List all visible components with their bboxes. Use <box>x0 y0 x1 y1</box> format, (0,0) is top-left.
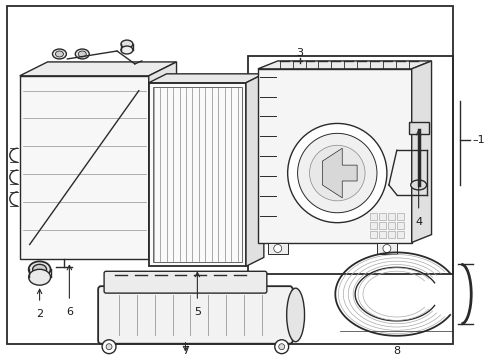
FancyBboxPatch shape <box>104 271 267 293</box>
Circle shape <box>288 123 387 223</box>
Circle shape <box>310 145 365 201</box>
Bar <box>409 122 429 134</box>
Text: 8: 8 <box>393 346 400 356</box>
Circle shape <box>274 244 282 252</box>
Polygon shape <box>258 61 432 69</box>
Ellipse shape <box>29 269 50 285</box>
Bar <box>388 231 395 238</box>
Text: 3: 3 <box>296 48 303 58</box>
Ellipse shape <box>78 51 86 57</box>
Circle shape <box>297 133 377 213</box>
Bar <box>379 231 386 238</box>
Bar <box>370 222 377 229</box>
Text: 4: 4 <box>415 217 422 227</box>
Circle shape <box>102 340 116 354</box>
Polygon shape <box>149 62 176 260</box>
Circle shape <box>279 344 285 350</box>
FancyBboxPatch shape <box>98 286 293 344</box>
Bar <box>388 222 395 229</box>
Polygon shape <box>322 148 357 198</box>
Bar <box>379 213 386 220</box>
Bar <box>153 87 242 262</box>
Ellipse shape <box>287 288 305 342</box>
Text: 5: 5 <box>194 307 201 317</box>
Ellipse shape <box>75 49 89 59</box>
Text: 2: 2 <box>36 309 43 319</box>
Bar <box>370 231 377 238</box>
Bar <box>397 213 404 220</box>
Text: 7: 7 <box>182 346 189 356</box>
Circle shape <box>106 344 112 350</box>
Bar <box>397 231 404 238</box>
Polygon shape <box>246 74 264 266</box>
Bar <box>377 243 397 255</box>
Bar <box>379 222 386 229</box>
Ellipse shape <box>33 264 47 274</box>
Ellipse shape <box>29 261 50 277</box>
Polygon shape <box>412 61 432 243</box>
Bar <box>149 83 246 266</box>
Ellipse shape <box>121 40 133 48</box>
Polygon shape <box>20 62 176 76</box>
Bar <box>20 76 149 260</box>
Bar <box>248 56 453 274</box>
Bar <box>397 222 404 229</box>
Ellipse shape <box>52 49 66 59</box>
Circle shape <box>383 244 391 252</box>
Text: –1: –1 <box>472 135 485 145</box>
Text: 6: 6 <box>66 307 73 317</box>
Polygon shape <box>149 74 264 83</box>
Bar <box>258 69 412 243</box>
Ellipse shape <box>411 180 427 190</box>
Ellipse shape <box>55 51 63 57</box>
Circle shape <box>275 340 289 354</box>
Bar <box>370 213 377 220</box>
Bar <box>268 243 288 255</box>
Ellipse shape <box>121 46 133 54</box>
Bar <box>388 213 395 220</box>
